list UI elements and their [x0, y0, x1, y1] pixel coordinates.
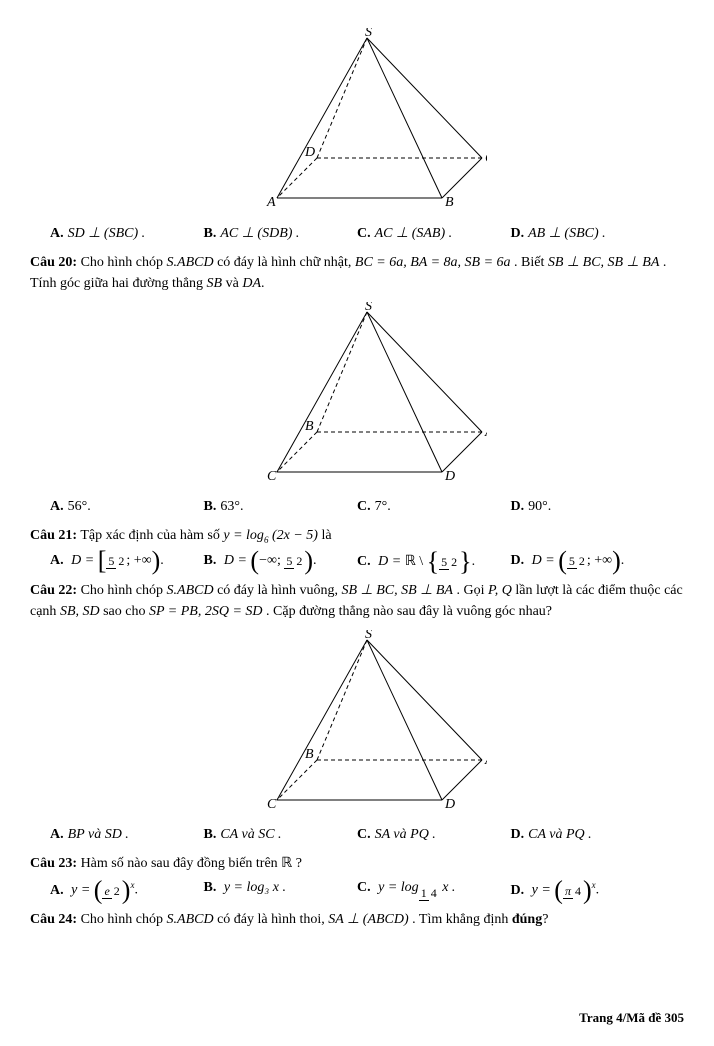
vertex-S: S — [365, 28, 372, 40]
figure-pyramid-3: S C D A B — [30, 630, 684, 815]
q19-options: A.SD ⊥ (SBC) . B.AC ⊥ (SDB) . C.AC ⊥ (SA… — [30, 221, 684, 246]
q20-option-C: C.7°. — [357, 499, 511, 515]
vertex-B: B — [305, 747, 314, 762]
vertex-D: D — [444, 797, 455, 810]
q19-option-A: A.SD ⊥ (SBC) . — [50, 225, 204, 242]
vertex-A: A — [484, 753, 487, 768]
q20-options: A.56°. B.63°. C.7°. D.90°. — [30, 495, 684, 519]
vertex-B: B — [305, 419, 314, 434]
vertex-C: C — [485, 151, 487, 166]
q23-options: A. y = (e2)x. B. y = log₃ x . C. y = log… — [30, 876, 684, 903]
q22-text: Câu 22: Cho hình chóp S.ABCD có đáy là h… — [30, 580, 684, 622]
q23-option-B: B. y = log₃ x . — [204, 880, 358, 899]
q20-option-B: B.63°. — [204, 499, 358, 515]
q21-option-C: C. D = ℝ \ {52}. — [357, 553, 511, 570]
q23-text: Câu 23: Hàm số nào sau đây đồng biến trê… — [30, 853, 684, 874]
q21-options: A. D = [52; +∞). B. D = (−∞; 52). C. D =… — [30, 549, 684, 574]
q22-option-A: A.BP và SD . — [50, 827, 204, 843]
q22-option-B: B.CA và SC . — [204, 827, 358, 843]
q20-text: Câu 20: Cho hình chóp S.ABCD có đáy là h… — [30, 252, 684, 294]
figure-pyramid-1: S A B C D — [30, 28, 684, 213]
q24-text: Câu 24: Cho hình chóp S.ABCD có đáy là h… — [30, 909, 684, 930]
q22-options: A.BP và SD . B.CA và SC . C.SA và PQ . D… — [30, 823, 684, 847]
pyramid-svg-1: S A B C D — [227, 28, 487, 208]
vertex-B: B — [445, 195, 454, 208]
q23-option-C: C. y = log14 x . — [357, 880, 511, 899]
q23-option-D: D. y = (π4)x. — [511, 880, 665, 899]
vertex-A: A — [266, 195, 276, 208]
vertex-D: D — [444, 469, 455, 482]
q20-option-A: A.56°. — [50, 499, 204, 515]
pyramid-svg-2: S C D A B — [227, 302, 487, 482]
q20-option-D: D.90°. — [511, 499, 665, 515]
vertex-S: S — [365, 630, 372, 642]
q19-option-D: D.AB ⊥ (SBC) . — [511, 225, 665, 242]
q21-option-A: A. D = [52; +∞). — [50, 553, 204, 570]
vertex-S: S — [365, 302, 372, 314]
vertex-C: C — [267, 469, 277, 482]
q19-option-C: C.AC ⊥ (SAB) . — [357, 225, 511, 242]
q21-option-D: D. D = (52; +∞). — [511, 553, 665, 570]
vertex-D: D — [304, 145, 315, 160]
q19-option-B: B.AC ⊥ (SDB) . — [204, 225, 358, 242]
pyramid-svg-3: S C D A B — [227, 630, 487, 810]
vertex-A: A — [484, 425, 487, 440]
q22-option-C: C.SA và PQ . — [357, 827, 511, 843]
q21-option-B: B. D = (−∞; 52). — [204, 553, 358, 570]
q22-option-D: D.CA và PQ . — [511, 827, 665, 843]
q23-option-A: A. y = (e2)x. — [50, 880, 204, 899]
vertex-C: C — [267, 797, 277, 810]
q21-text: Câu 21: Tập xác định của hàm số y = log6… — [30, 525, 684, 547]
page-footer: Trang 4/Mã đề 305 — [30, 1010, 684, 1026]
figure-pyramid-2: S C D A B — [30, 302, 684, 487]
